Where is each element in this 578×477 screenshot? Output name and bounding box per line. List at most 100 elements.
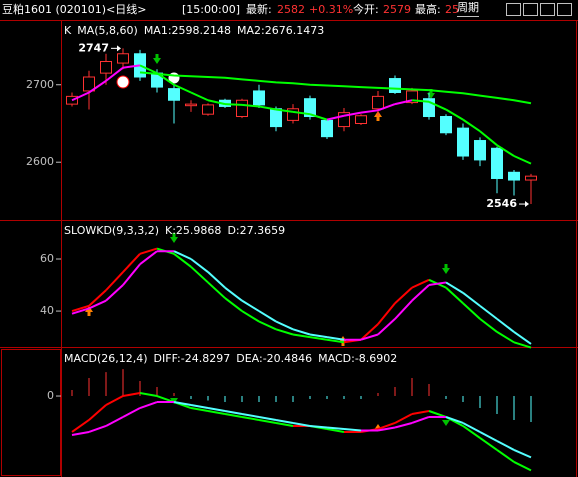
candle-body — [491, 147, 503, 179]
line-segment — [394, 299, 413, 320]
line-segment — [513, 331, 532, 345]
line-segment — [513, 461, 532, 472]
line-segment — [258, 320, 277, 331]
line-segment — [258, 416, 277, 421]
nav-button[interactable] — [540, 3, 555, 16]
line-segment — [190, 258, 209, 273]
line-segment — [377, 318, 396, 336]
line-segment — [224, 297, 243, 312]
line-segment — [207, 281, 226, 299]
line-segment — [360, 109, 379, 114]
candle-body — [423, 98, 435, 118]
line-segment — [71, 304, 90, 313]
line-segment — [105, 395, 124, 406]
annotation: 2546 — [486, 197, 517, 210]
nav-button[interactable] — [523, 3, 538, 16]
line-segment — [275, 419, 294, 424]
line-segment — [462, 425, 481, 439]
line-segment — [71, 91, 90, 102]
line-segment — [292, 333, 311, 339]
line-segment — [496, 331, 515, 344]
annotation-arrow-head — [117, 45, 121, 52]
candle-body — [321, 119, 333, 138]
line-segment — [105, 416, 124, 427]
nav-button[interactable] — [557, 3, 572, 16]
line-segment — [207, 407, 226, 412]
value: 25 — [445, 3, 459, 16]
candle-body — [66, 95, 78, 105]
line-segment — [513, 155, 532, 165]
line-segment — [139, 64, 158, 75]
line-segment — [411, 410, 430, 415]
candle-body — [406, 90, 418, 104]
line-segment — [394, 422, 413, 429]
period-button[interactable]: 周期 — [457, 0, 479, 17]
candle-body — [117, 53, 129, 64]
candle-body — [525, 175, 537, 181]
line-segment — [309, 336, 328, 341]
candle-body — [338, 112, 350, 128]
signal-arrows — [85, 54, 450, 430]
line-segment — [241, 299, 260, 312]
line-segment — [462, 292, 481, 307]
legend-label: MACD:-8.6902 — [318, 352, 397, 365]
line-segment — [309, 333, 328, 339]
line-segment — [462, 422, 481, 433]
line-segment — [207, 410, 226, 415]
line-segment — [343, 111, 362, 117]
line-segment — [88, 289, 107, 307]
line-segment — [309, 424, 328, 429]
line-segment — [445, 286, 464, 305]
legend-label: MA2:2676.1473 — [237, 24, 324, 37]
candle-body — [202, 104, 214, 115]
line-segment — [428, 100, 447, 111]
line-segment — [411, 99, 430, 103]
line-segment — [326, 338, 345, 344]
line — [139, 71, 532, 105]
line-segment — [411, 416, 430, 424]
line-segment — [224, 410, 243, 415]
line-segment — [479, 318, 498, 333]
line-segment — [394, 99, 413, 106]
candle-body — [185, 103, 197, 107]
line-segment — [326, 427, 345, 433]
line-segment — [394, 286, 413, 305]
line-segment — [496, 144, 515, 157]
line-segment — [105, 271, 124, 291]
line-segment — [479, 130, 498, 146]
line-segment — [105, 284, 124, 302]
line-segment — [445, 281, 464, 294]
legend-label: K — [64, 24, 72, 37]
header: 豆粕1601 (020101)<日线> [15:00:00] 最新: 2582 … — [0, 0, 578, 19]
line-segment — [88, 425, 107, 433]
line-segment — [122, 263, 141, 286]
line-segment — [241, 310, 260, 323]
line-segment — [462, 302, 481, 320]
candle-body — [457, 127, 469, 157]
line-segment — [496, 449, 515, 463]
line-segment — [173, 253, 192, 268]
line-segment — [105, 66, 124, 82]
line-segment — [241, 413, 260, 418]
line-segment — [377, 426, 396, 432]
line-segment — [139, 250, 158, 266]
line-segment — [88, 404, 107, 421]
line-segment — [207, 99, 226, 106]
line-segment — [411, 284, 430, 302]
line-segment — [496, 440, 515, 451]
candle-body — [440, 116, 452, 134]
line-segment — [360, 323, 379, 341]
nav-button[interactable] — [506, 3, 521, 16]
y-tick-label: 2600 — [26, 155, 54, 168]
annotation: 2747 — [78, 41, 109, 54]
line-segment — [122, 253, 141, 273]
line-segment — [139, 392, 158, 398]
line-segment — [258, 419, 277, 424]
y-tick-label: 60 — [40, 252, 54, 265]
legend-label: MA1:2598.2148 — [144, 24, 231, 37]
line-segment — [513, 341, 532, 349]
line-segment — [139, 401, 158, 409]
legend-label: DEA:-20.4846 — [236, 352, 312, 365]
line-segment — [275, 320, 294, 331]
